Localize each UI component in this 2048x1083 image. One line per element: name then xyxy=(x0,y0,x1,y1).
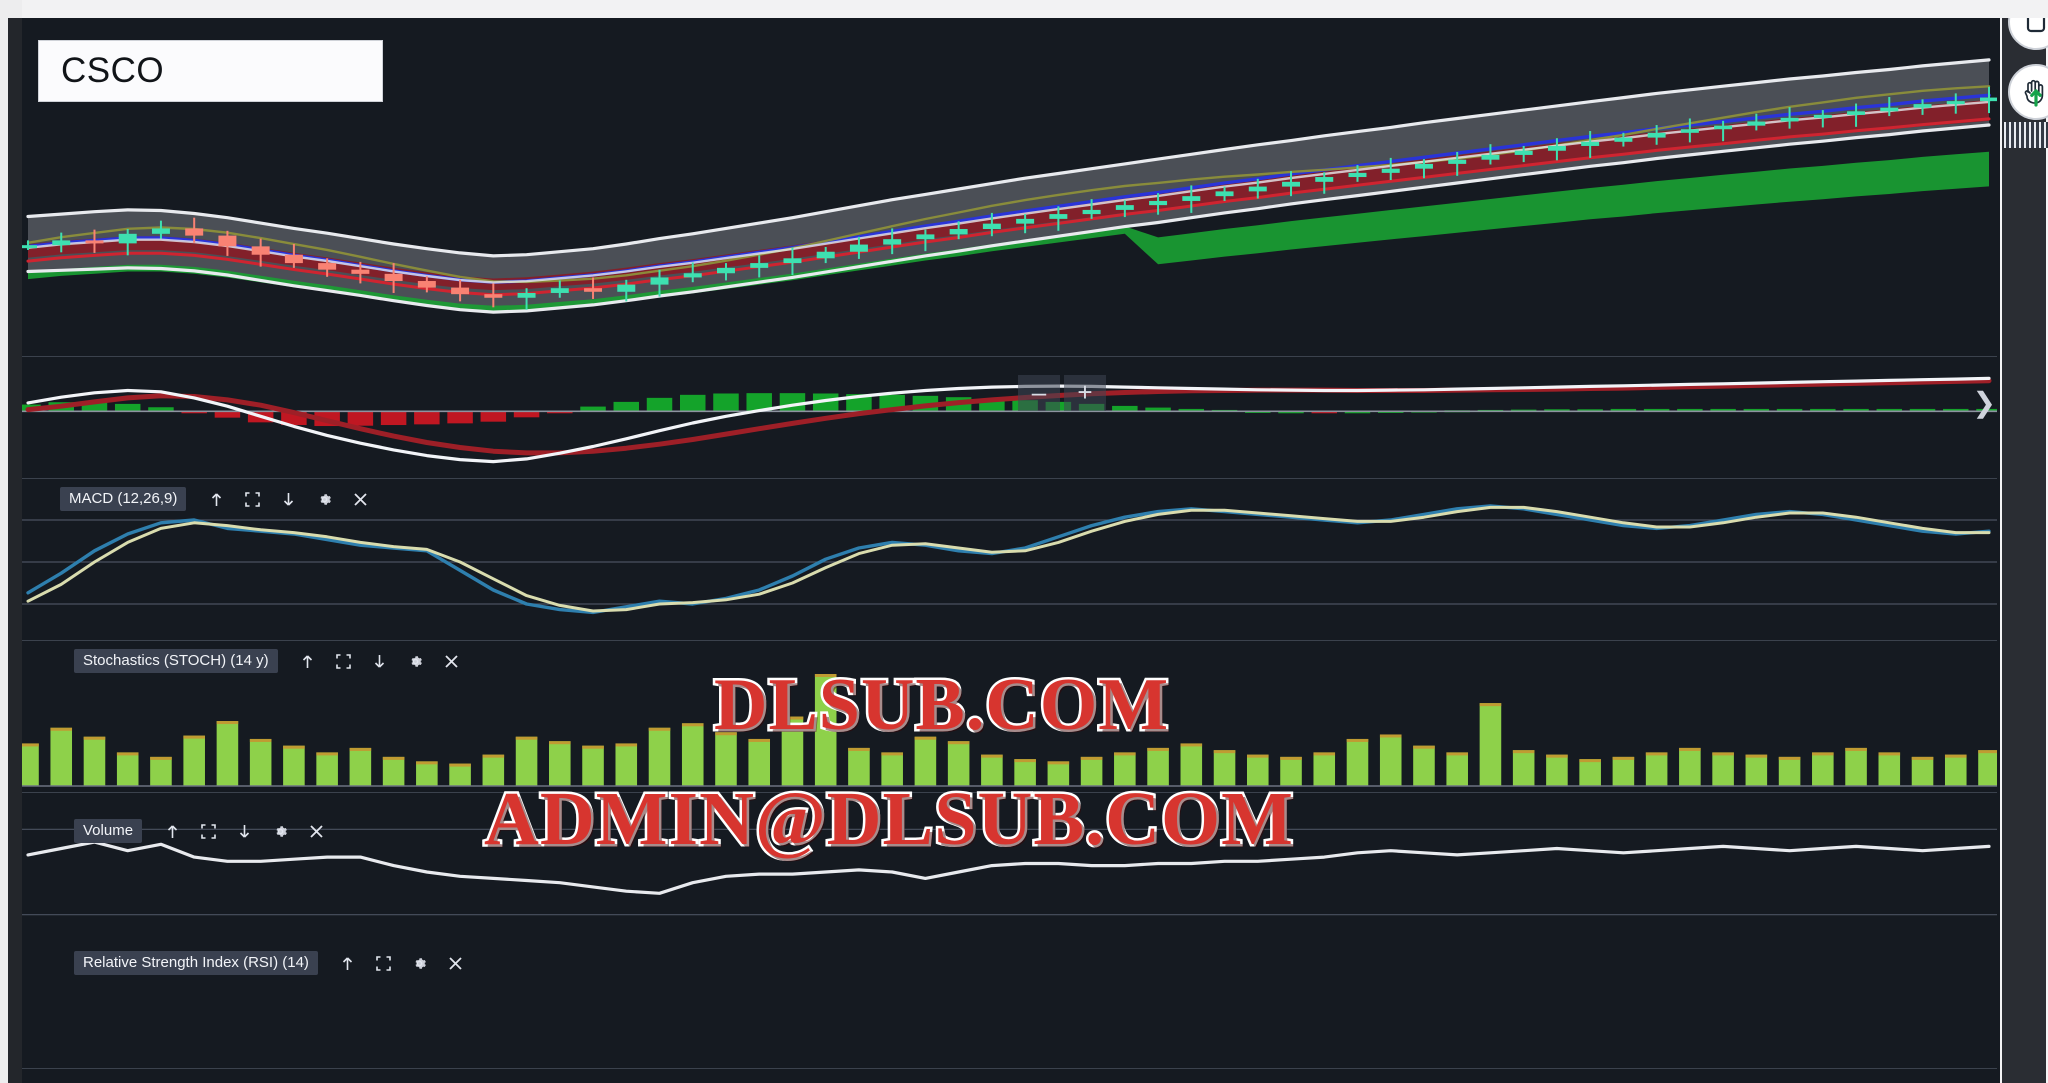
horizontal-scroll-grip[interactable] xyxy=(2004,122,2048,148)
rsi-legend-badge[interactable]: Relative Strength Index (RSI) (14) xyxy=(74,951,318,975)
volume-legend-badge[interactable]: Volume xyxy=(74,819,143,843)
volume-panel-icons xyxy=(162,821,326,841)
zoom-out-button[interactable]: – xyxy=(1018,375,1060,411)
stochastics-panel-icons xyxy=(298,651,462,671)
macd-panel-header: MACD (12,26,9) xyxy=(60,486,370,512)
move-down-icon[interactable] xyxy=(370,651,390,671)
expand-icon[interactable] xyxy=(374,953,394,973)
close-icon[interactable] xyxy=(306,821,326,841)
watermark-line-2: ADMIN@DLSUB.COM xyxy=(482,775,1296,864)
expand-icon[interactable] xyxy=(334,651,354,671)
volume-panel-header: Volume xyxy=(74,818,326,844)
window-top-chrome xyxy=(0,0,2048,20)
volume-panel-plot xyxy=(22,674,1997,787)
separator-volume-rsi xyxy=(22,792,1997,793)
chevron-right-icon[interactable]: ❯ xyxy=(1972,387,1996,418)
stochastics-legend-badge[interactable]: Stochastics (STOCH) (14 y) xyxy=(74,649,278,673)
stochastics-panel-plot xyxy=(22,504,1997,615)
macd-legend-badge[interactable]: MACD (12,26,9) xyxy=(60,487,187,511)
close-icon[interactable] xyxy=(350,489,370,509)
rsi-panel-plot xyxy=(22,828,1997,916)
symbol-input-value: CSCO xyxy=(61,51,165,90)
hand-drag-icon xyxy=(2024,79,2044,107)
gear-icon[interactable] xyxy=(410,953,430,973)
move-down-icon[interactable] xyxy=(278,489,298,509)
move-up-icon[interactable] xyxy=(298,651,318,671)
stochastics-panel-header: Stochastics (STOCH) (14 y) xyxy=(74,648,462,674)
price-panel-plot xyxy=(22,58,1997,314)
symbol-input[interactable]: CSCO xyxy=(38,40,383,102)
macd-panel-plot xyxy=(22,376,1997,464)
move-up-icon[interactable] xyxy=(162,821,182,841)
gear-icon[interactable] xyxy=(314,489,334,509)
expand-icon[interactable] xyxy=(242,489,262,509)
separator-stoch-volume xyxy=(22,640,1997,641)
separator-rsi-bottom xyxy=(22,1068,1997,1069)
move-up-icon[interactable] xyxy=(206,489,226,509)
move-up-icon[interactable] xyxy=(338,953,358,973)
pan-hand-badge[interactable] xyxy=(2008,64,2048,120)
zoom-controls[interactable]: – + xyxy=(1018,375,1106,411)
price-axis-gutter[interactable] xyxy=(2000,18,2048,1083)
chart-surface[interactable]: CSCO – + MACD (12,26,9) xyxy=(22,18,2048,1083)
crosshair-icon xyxy=(2026,18,2046,33)
left-dark-gutter xyxy=(8,18,26,1083)
close-icon[interactable] xyxy=(442,651,462,671)
gear-icon[interactable] xyxy=(406,651,426,671)
zoom-in-button[interactable]: + xyxy=(1064,375,1106,411)
gear-icon[interactable] xyxy=(270,821,290,841)
move-down-icon[interactable] xyxy=(234,821,254,841)
separator-price-macd xyxy=(22,356,1997,357)
watermark-line-1: DLSUB.COM xyxy=(711,662,1170,749)
separator-macd-stoch xyxy=(22,478,1997,479)
expand-icon[interactable] xyxy=(198,821,218,841)
rsi-panel-header: Relative Strength Index (RSI) (14) xyxy=(74,950,466,976)
rsi-panel-icons xyxy=(338,953,466,973)
macd-panel-icons xyxy=(206,489,370,509)
close-icon[interactable] xyxy=(446,953,466,973)
chart-canvas xyxy=(22,58,1997,916)
